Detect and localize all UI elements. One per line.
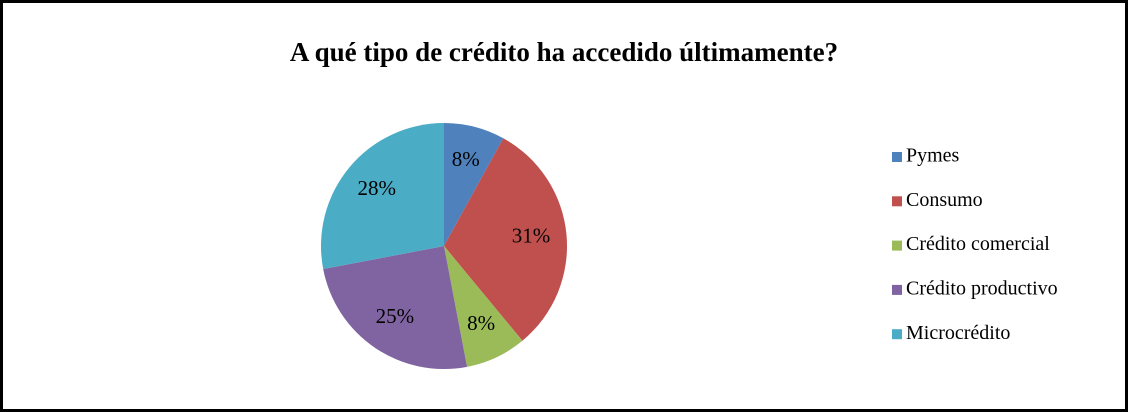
- legend-swatch: [892, 196, 902, 207]
- legend-label: Crédito productivo: [906, 277, 1058, 299]
- legend-swatch: [892, 329, 902, 340]
- chart-title: A qué tipo de crédito ha accedido última…: [290, 37, 838, 67]
- legend-swatch: [892, 284, 902, 295]
- legend-label: Crédito comercial: [906, 233, 1050, 255]
- pie-slice: [444, 246, 523, 367]
- pie-slice: [444, 123, 504, 246]
- data-label: 28%: [357, 176, 396, 200]
- data-label: 31%: [512, 224, 551, 248]
- data-label: 8%: [467, 311, 495, 335]
- pie-slice: [323, 246, 468, 369]
- pie-slice: [444, 138, 567, 341]
- legend-label: Consumo: [906, 189, 983, 211]
- legend-swatch: [892, 240, 902, 251]
- legend-swatch: [892, 152, 902, 162]
- data-label: 8%: [452, 147, 480, 171]
- pie-slice: [321, 123, 444, 270]
- legend-label: Pymes: [906, 145, 960, 167]
- data-label: 25%: [376, 304, 415, 328]
- legend-label: Microcrédito: [906, 322, 1010, 344]
